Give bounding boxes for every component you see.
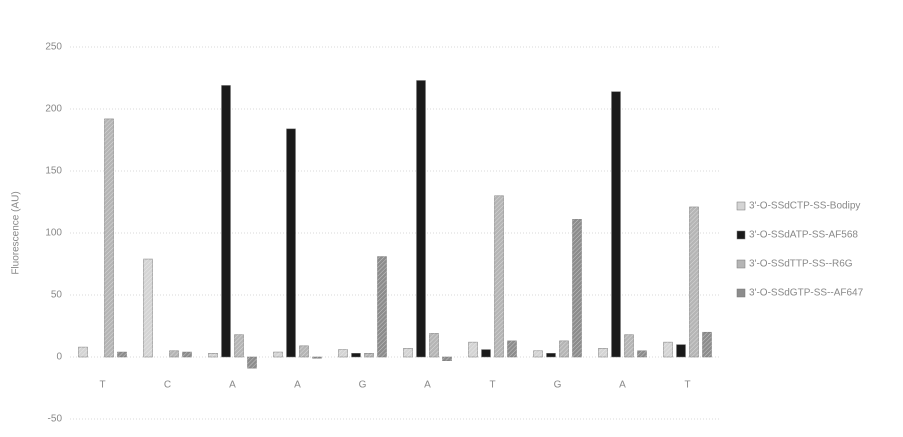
x-tick-label: A: [229, 380, 236, 391]
legend-label: 3'-O-SSdCTP-SS-Bodipy: [749, 201, 860, 212]
legend-swatch: [736, 230, 746, 240]
bar-hatch: [702, 332, 712, 357]
bar: [611, 91, 621, 358]
bar: [286, 128, 296, 358]
bar-hatch: [403, 348, 413, 357]
x-tick-label: T: [99, 380, 105, 391]
bar-hatch: [299, 345, 309, 357]
x-tick-label: A: [424, 380, 431, 391]
bar-hatch: [663, 342, 673, 357]
bar: [481, 349, 491, 358]
bar-hatch: [182, 352, 192, 357]
bar: [546, 353, 556, 358]
bar-hatch: [104, 118, 114, 357]
bar-hatch: [572, 219, 582, 357]
legend-swatch: [736, 259, 746, 269]
bar-hatch: [689, 206, 699, 357]
bar-hatch: [533, 350, 543, 357]
legend-label: 3'-O-SSdGTP-SS--AF647: [749, 288, 864, 299]
bar-hatch: [273, 352, 283, 357]
y-tick-label: 250: [45, 42, 62, 53]
bar-hatch: [169, 350, 179, 357]
legend-swatch: [736, 201, 746, 211]
y-tick-label: 0: [56, 352, 62, 363]
bar: [676, 344, 686, 358]
x-tick-label: A: [294, 380, 301, 391]
bar-hatch: [637, 350, 647, 357]
bar-hatch: [312, 357, 322, 359]
x-tick-label: G: [554, 380, 562, 391]
bar-hatch: [364, 353, 374, 357]
y-axis-label: Fluorescence (AU): [11, 191, 22, 274]
bar: [221, 85, 231, 358]
legend-swatch: [736, 288, 746, 298]
bar-hatch: [143, 259, 153, 357]
legend-label: 3'-O-SSdTTP-SS--R6G: [749, 259, 853, 270]
y-tick-label: -50: [48, 414, 63, 425]
bar-hatch: [468, 342, 478, 357]
bar-hatch: [377, 256, 387, 357]
y-tick-label: 100: [45, 228, 62, 239]
bar-hatch: [78, 347, 88, 357]
x-tick-label: A: [619, 380, 626, 391]
bar-hatch: [234, 334, 244, 357]
legend-label: 3'-O-SSdATP-SS-AF568: [749, 230, 858, 241]
x-tick-label: T: [684, 380, 690, 391]
bar-hatch: [247, 357, 257, 369]
bar-hatch: [598, 348, 608, 357]
bar-hatch: [429, 333, 439, 357]
x-tick-label: C: [164, 380, 171, 391]
bar-hatch: [338, 349, 348, 357]
bar: [416, 80, 426, 358]
y-tick-label: 150: [45, 166, 62, 177]
x-tick-label: T: [489, 380, 495, 391]
bar-hatch: [559, 340, 569, 357]
bar-hatch: [624, 334, 634, 357]
bar-hatch: [117, 352, 127, 357]
bar-hatch: [494, 195, 504, 357]
bar: [351, 353, 361, 358]
bar-hatch: [442, 357, 452, 361]
y-tick-label: 200: [45, 104, 62, 115]
x-tick-label: G: [359, 380, 367, 391]
bar-hatch: [507, 340, 517, 357]
bar-hatch: [208, 353, 218, 357]
y-tick-label: 50: [51, 290, 63, 301]
